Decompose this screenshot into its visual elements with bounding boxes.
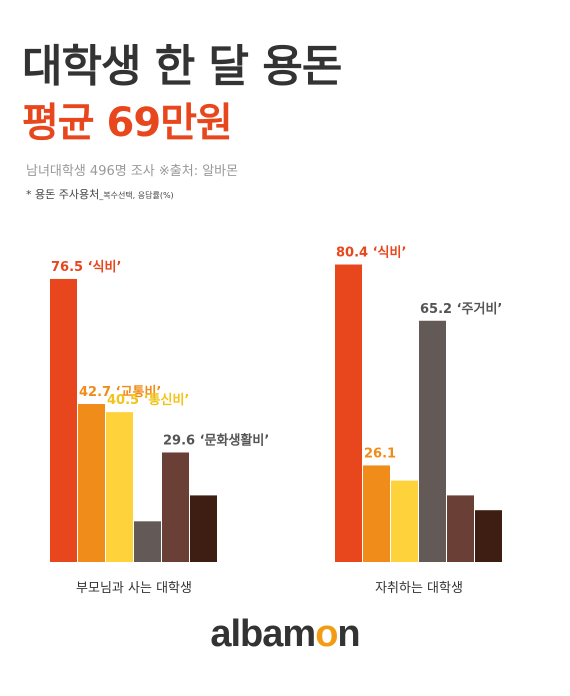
logo-prefix: albam [210, 613, 316, 655]
bar-value-label: 76.5 ‘식비’ [51, 259, 121, 275]
logo-suffix: n [337, 613, 360, 655]
bar-value-label: 65.2 ‘주거비’ [420, 302, 502, 317]
bar-telecom [391, 480, 418, 562]
albamon-logo: albamon [0, 613, 570, 656]
bar-telecom [106, 412, 133, 562]
bar-value-label: 29.6 ‘문화생활비’ [163, 432, 269, 448]
chart-note-sub: _복수선택, 응답률(%) [99, 191, 174, 200]
bar-value-label: 40.5 ‘통신비’ [107, 393, 189, 408]
group-label: 자취하는 대학생 [375, 581, 463, 596]
logo-o: o [315, 613, 338, 655]
survey-info: 남녀대학생 496명 조사 ※출처: 알바몬 [26, 164, 239, 179]
bar-culture [447, 495, 474, 562]
group-label: 부모님과 사는 대학생 [76, 581, 192, 596]
bar-housing [134, 521, 161, 562]
bar-value-label: 42.7 ‘교통비’ [79, 385, 161, 400]
page-title: 대학생 한 달 용돈 [22, 41, 342, 92]
bar-housing [419, 320, 446, 562]
bar-food [50, 278, 77, 562]
bar-food [335, 264, 362, 562]
page-subtitle: 평균 69만원 [22, 100, 233, 146]
bar-value-label: 26.1 [364, 446, 396, 461]
chart-note-main: * 용돈 주사용처 [26, 188, 100, 201]
bar-transport [78, 404, 105, 562]
bar-value-label: 80.4 ‘식비’ [336, 245, 406, 261]
bar-transport [363, 465, 390, 562]
bar-other [190, 495, 217, 562]
bar-other [475, 510, 502, 562]
bar-culture [162, 452, 189, 562]
chart-note: * 용돈 주사용처_복수선택, 응답률(%) [26, 186, 174, 202]
